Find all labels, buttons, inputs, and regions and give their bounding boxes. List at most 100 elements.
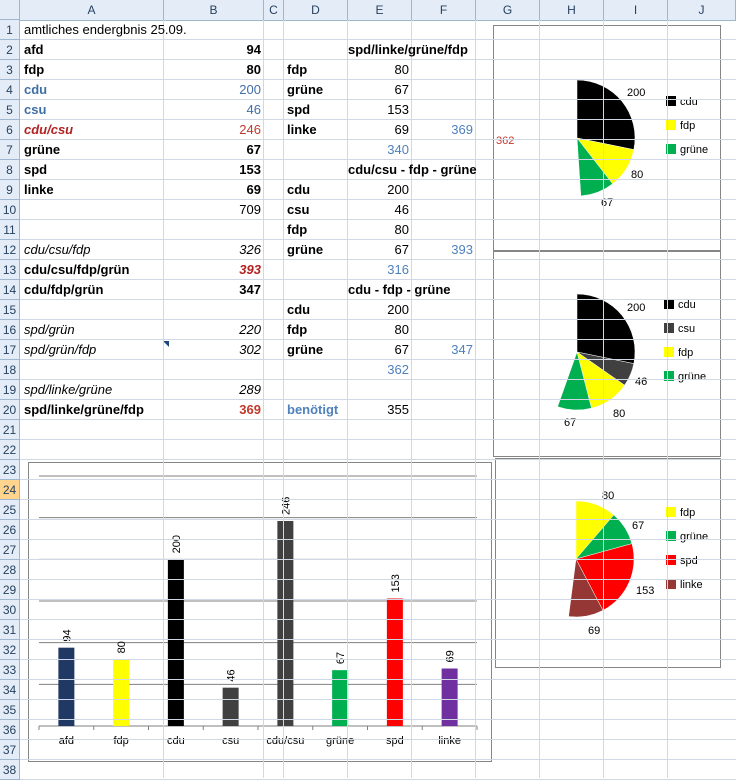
row-header-33[interactable]: 33 [0,660,20,680]
row-header-5[interactable]: 5 [0,100,20,120]
cell-b6[interactable]: 246 [239,122,261,137]
cell-e11[interactable]: 80 [394,222,409,237]
cell-f6[interactable]: 369 [451,122,473,137]
cell-a6[interactable]: cdu/csu [24,122,74,137]
column-header-b[interactable]: B [164,0,264,20]
row-header-19[interactable]: 19 [0,380,20,400]
cell-b19[interactable]: 289 [239,382,261,397]
row-header-7[interactable]: 7 [0,140,20,160]
row-header-26[interactable]: 26 [0,520,20,540]
pie-chart-3[interactable]: 80 67 153 69 fdp grüne spd linke [495,458,721,668]
column-header-i[interactable]: I [604,0,668,20]
cell-e9[interactable]: 200 [387,182,409,197]
row-header-3[interactable]: 3 [0,60,20,80]
cell-d6[interactable]: linke [287,122,317,137]
column-header-g[interactable]: G [476,0,540,20]
comment-indicator[interactable] [163,341,169,347]
cell-d2[interactable]: spd/linke/grüne/fdp [348,42,468,57]
row-header-1[interactable]: 1 [0,20,20,40]
cell-d14[interactable]: cdu - fdp - grüne [348,282,451,297]
cell-b4[interactable]: 200 [239,82,261,97]
column-header-c[interactable]: C [264,0,284,20]
row-header-21[interactable]: 21 [0,420,20,440]
cell-b5[interactable]: 46 [246,102,261,117]
cell-e18[interactable]: 362 [387,362,409,377]
cell-e13[interactable]: 316 [387,262,409,277]
row-header-35[interactable]: 35 [0,700,20,720]
cell-b20[interactable]: 369 [239,402,261,417]
row-header-12[interactable]: 12 [0,240,20,260]
row-header-23[interactable]: 23 [0,460,20,480]
cell-e17[interactable]: 67 [394,342,409,357]
cell-a4[interactable]: cdu [24,82,48,97]
cell-a2[interactable]: afd [24,42,44,57]
bar-chart[interactable]: 94afd80fdp200cdu46csu246cdu/csu67grüne15… [28,462,492,762]
column-header-j[interactable]: J [668,0,736,20]
cell-e15[interactable]: 200 [387,302,409,317]
row-header-9[interactable]: 9 [0,180,20,200]
column-header-a[interactable]: A [20,0,164,20]
row-header-31[interactable]: 31 [0,620,20,640]
cell-d15[interactable]: cdu [287,302,311,317]
cell-a5[interactable]: csu [24,102,47,117]
cell-d16[interactable]: fdp [287,322,308,337]
row-header-15[interactable]: 15 [0,300,20,320]
cell-d20[interactable]: benötigt [287,402,339,417]
row-header-8[interactable]: 8 [0,160,20,180]
cell-b16[interactable]: 220 [239,322,261,337]
cell-e10[interactable]: 46 [394,202,409,217]
cell-e6[interactable]: 69 [394,122,409,137]
cell-a19[interactable]: spd/linke/grüne [24,382,113,397]
row-header-25[interactable]: 25 [0,500,20,520]
cell-e3[interactable]: 80 [394,62,409,77]
cell-b8[interactable]: 153 [239,162,261,177]
cell-d3[interactable]: fdp [287,62,308,77]
cell-f12[interactable]: 393 [451,242,473,257]
row-header-32[interactable]: 32 [0,640,20,660]
cell-e4[interactable]: 67 [394,82,409,97]
cell-a3[interactable]: fdp [24,62,45,77]
cell-a12[interactable]: cdu/csu/fdp [24,242,91,257]
row-header-30[interactable]: 30 [0,600,20,620]
cell-b9[interactable]: 69 [246,182,261,197]
cell-b17[interactable]: 302 [239,342,261,357]
row-header-4[interactable]: 4 [0,80,20,100]
pie-chart-2[interactable]: 200 46 80 67 cdu csu fdp grüne [493,251,721,457]
cell-e16[interactable]: 80 [394,322,409,337]
cell-a20[interactable]: spd/linke/grüne/fdp [24,402,144,417]
row-header-13[interactable]: 13 [0,260,20,280]
cell-b12[interactable]: 326 [239,242,261,257]
cell-b2[interactable]: 94 [246,42,261,57]
row-header-37[interactable]: 37 [0,740,20,760]
cell-e12[interactable]: 67 [394,242,409,257]
cell-e5[interactable]: 153 [387,102,409,117]
row-header-22[interactable]: 22 [0,440,20,460]
row-header-34[interactable]: 34 [0,680,20,700]
cell-a8[interactable]: spd [24,162,48,177]
cell-a1-title[interactable]: amtliches endergbnis 25.09. [24,22,187,37]
row-header-38[interactable]: 38 [0,760,20,780]
row-header-28[interactable]: 28 [0,560,20,580]
row-header-6[interactable]: 6 [0,120,20,140]
cell-d8[interactable]: cdu/csu - fdp - grüne [348,162,477,177]
cell-d4[interactable]: grüne [287,82,324,97]
row-header-17[interactable]: 17 [0,340,20,360]
cell-b10[interactable]: 709 [239,202,261,217]
select-all-corner[interactable] [0,0,20,20]
row-header-16[interactable]: 16 [0,320,20,340]
cell-e7[interactable]: 340 [387,142,409,157]
cell-d5[interactable]: spd [287,102,311,117]
cell-a9[interactable]: linke [24,182,54,197]
cell-e20[interactable]: 355 [387,402,409,417]
cell-b3[interactable]: 80 [246,62,261,77]
row-header-14[interactable]: 14 [0,280,20,300]
cell-d11[interactable]: fdp [287,222,308,237]
column-header-h[interactable]: H [540,0,604,20]
cell-a14[interactable]: cdu/fdp/grün [24,282,104,297]
cell-b13[interactable]: 393 [239,262,261,277]
cell-d10[interactable]: csu [287,202,310,217]
cell-b7[interactable]: 67 [246,142,261,157]
cell-d17[interactable]: grüne [287,342,324,357]
cell-d12[interactable]: grüne [287,242,324,257]
row-header-24[interactable]: 24 [0,480,20,500]
